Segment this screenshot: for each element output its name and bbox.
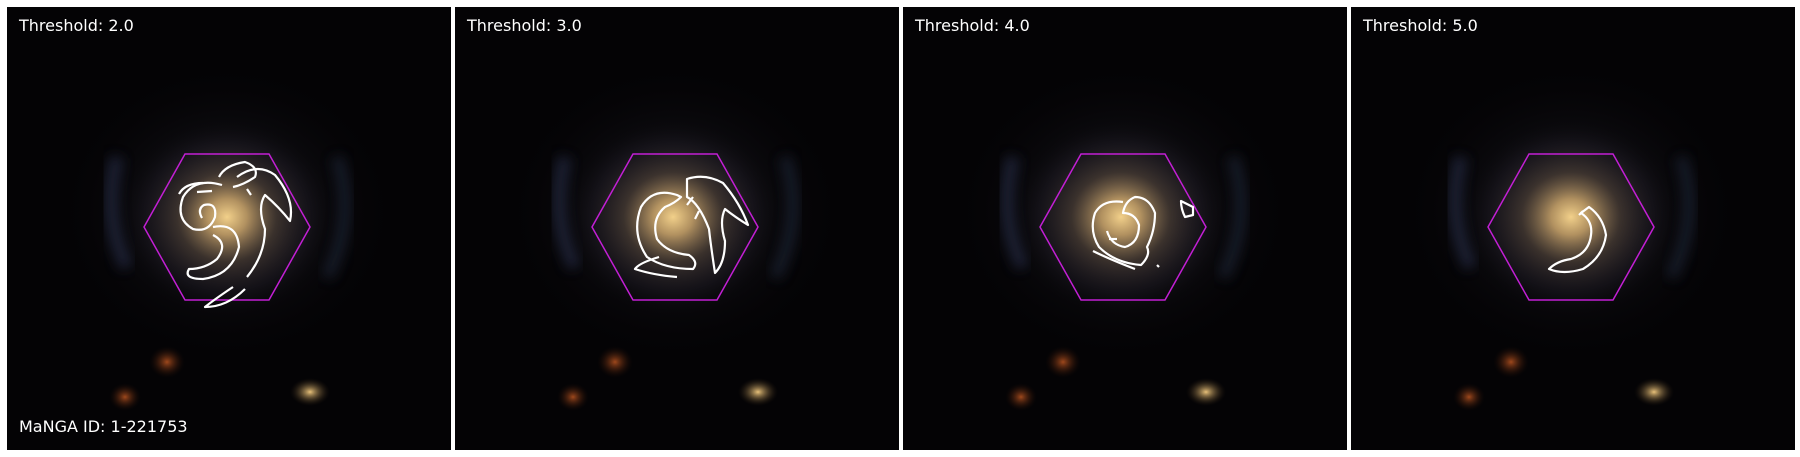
galaxy-image xyxy=(1351,7,1795,450)
contour-lines xyxy=(633,175,750,279)
threshold-label: Threshold: 3.0 xyxy=(467,16,582,35)
galaxy-image xyxy=(7,7,451,450)
contour-lines xyxy=(1547,205,1608,274)
threshold-panel-3: Threshold: 4.0 xyxy=(903,7,1347,450)
ifu-hexagon xyxy=(591,153,759,301)
contour-lines xyxy=(178,160,293,309)
threshold-label: Threshold: 5.0 xyxy=(1363,16,1478,35)
ifu-hexagon xyxy=(1039,153,1207,301)
threshold-label: Threshold: 4.0 xyxy=(915,16,1030,35)
ifu-hexagon xyxy=(143,153,311,301)
contour-lines xyxy=(1091,195,1195,271)
threshold-panel-4: Threshold: 5.0 xyxy=(1351,7,1795,450)
threshold-label: Threshold: 2.0 xyxy=(19,16,134,35)
galaxy-image xyxy=(903,7,1347,450)
manga-id-label: MaNGA ID: 1-221753 xyxy=(19,417,188,436)
threshold-panel-1: Threshold: 2.0 MaNGA ID: 1-221753 xyxy=(7,7,451,450)
galaxy-image xyxy=(455,7,899,450)
ifu-hexagon xyxy=(1487,153,1655,301)
threshold-panel-2: Threshold: 3.0 xyxy=(455,7,899,450)
